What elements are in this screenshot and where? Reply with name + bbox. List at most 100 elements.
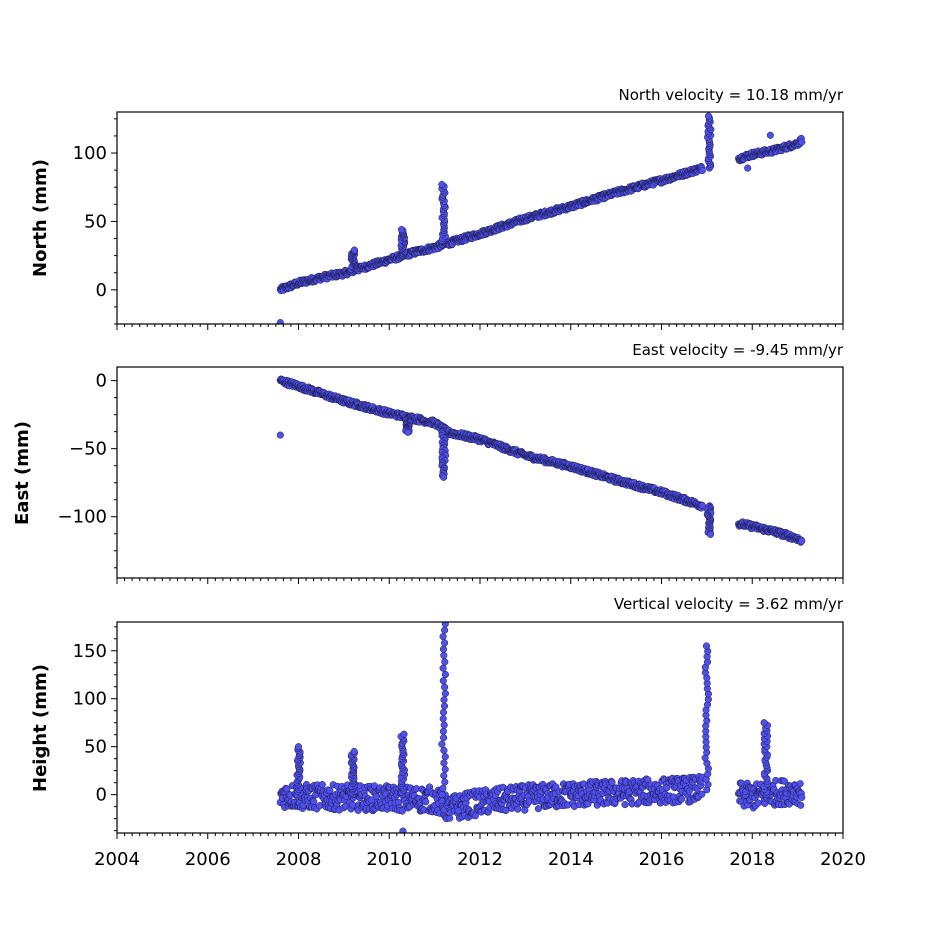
data-point [698, 166, 706, 175]
data-point [621, 801, 629, 809]
data-point [422, 798, 430, 806]
east-y-axis-label: East (mm) [12, 421, 33, 525]
data-point [440, 746, 448, 754]
data-point [798, 793, 806, 801]
outlier-point [399, 827, 407, 833]
data-point [440, 651, 448, 660]
x-tick-label: 2018 [729, 849, 775, 870]
data-point [754, 799, 762, 807]
height-panel: Vertical velocity = 3.62 mm/yr Height (m… [30, 595, 866, 870]
data-point [446, 814, 454, 822]
data-point [440, 759, 448, 767]
data-point [439, 727, 447, 735]
data-point [678, 795, 686, 803]
data-point [440, 772, 448, 780]
axes-frame [116, 366, 844, 579]
data-point [440, 721, 448, 729]
north-y-axis-label: North (mm) [30, 159, 51, 277]
data-point [398, 807, 406, 815]
data-point [796, 780, 804, 788]
data-point [441, 670, 449, 679]
data-point [698, 790, 706, 798]
data-point [439, 715, 447, 723]
y-tick-label: −50 [69, 439, 107, 460]
height-y-axis-label: Height (mm) [30, 664, 51, 792]
data-point [318, 781, 326, 789]
data-point [441, 639, 449, 647]
y-tick-label: 0 [96, 785, 107, 806]
data-point [702, 642, 711, 650]
x-tick-label: 2012 [457, 849, 503, 870]
data-point [438, 180, 446, 189]
data-point [440, 696, 448, 704]
series-points [276, 375, 806, 546]
data-point [780, 777, 788, 785]
data-point [514, 805, 522, 813]
outlier-point [744, 164, 752, 172]
series-points [276, 112, 806, 324]
data-point [400, 730, 408, 738]
data-point [439, 633, 447, 641]
outlier-point [276, 431, 284, 439]
data-point [439, 645, 448, 653]
data-point [534, 805, 542, 813]
outlier-point [276, 319, 284, 324]
north-panel: North velocity = 10.18 mm/yr North (mm) … [30, 86, 844, 330]
data-point [441, 622, 449, 628]
data-point [698, 501, 706, 509]
data-point [438, 740, 446, 748]
height-panel-title: Vertical velocity = 3.62 mm/yr [614, 595, 844, 613]
north-panel-title: North velocity = 10.18 mm/yr [619, 86, 844, 104]
y-tick-label: 0 [96, 280, 107, 301]
data-point [441, 778, 449, 786]
data-point [440, 734, 448, 742]
data-point [798, 138, 806, 146]
y-tick-label: −100 [58, 507, 107, 528]
x-tick-label: 2006 [185, 849, 231, 870]
data-point [441, 689, 449, 698]
data-point [704, 112, 713, 120]
data-point [441, 765, 449, 773]
x-tick-label: 2010 [366, 849, 412, 870]
y-tick-label: 100 [73, 689, 107, 710]
data-point [441, 683, 449, 691]
data-point [438, 791, 446, 799]
data-point [310, 798, 318, 806]
y-tick-label: 100 [73, 143, 107, 164]
data-point [471, 812, 479, 820]
data-point [326, 787, 334, 795]
data-point [294, 743, 303, 751]
x-tick-label: 2016 [639, 849, 685, 870]
data-point [441, 626, 449, 634]
outlier-point [766, 131, 774, 139]
x-tick-label: 2014 [548, 849, 594, 870]
y-tick-label: 50 [84, 737, 107, 758]
data-point [439, 784, 447, 792]
data-point [797, 801, 805, 809]
data-point [439, 677, 447, 685]
data-point [760, 719, 768, 727]
x-tick-label: 2004 [94, 849, 140, 870]
y-tick-label: 50 [84, 211, 107, 232]
east-panel-title: East velocity = -9.45 mm/yr [632, 341, 844, 359]
x-tick-label: 2020 [820, 849, 866, 870]
data-point [404, 428, 412, 436]
data-point [439, 664, 447, 672]
data-point [608, 778, 616, 786]
series-points [276, 622, 806, 833]
data-point [706, 530, 715, 538]
axes-frame [116, 111, 844, 325]
data-point [798, 537, 806, 545]
data-point [350, 747, 358, 756]
data-point [685, 787, 693, 795]
x-tick-label: 2008 [276, 849, 322, 870]
data-point [439, 708, 448, 716]
y-tick-label: 150 [73, 641, 107, 662]
data-point [441, 753, 449, 761]
data-point [372, 793, 380, 801]
data-point [440, 702, 449, 710]
y-tick-label: 0 [96, 371, 107, 392]
data-point [350, 246, 358, 254]
data-point [441, 658, 449, 666]
